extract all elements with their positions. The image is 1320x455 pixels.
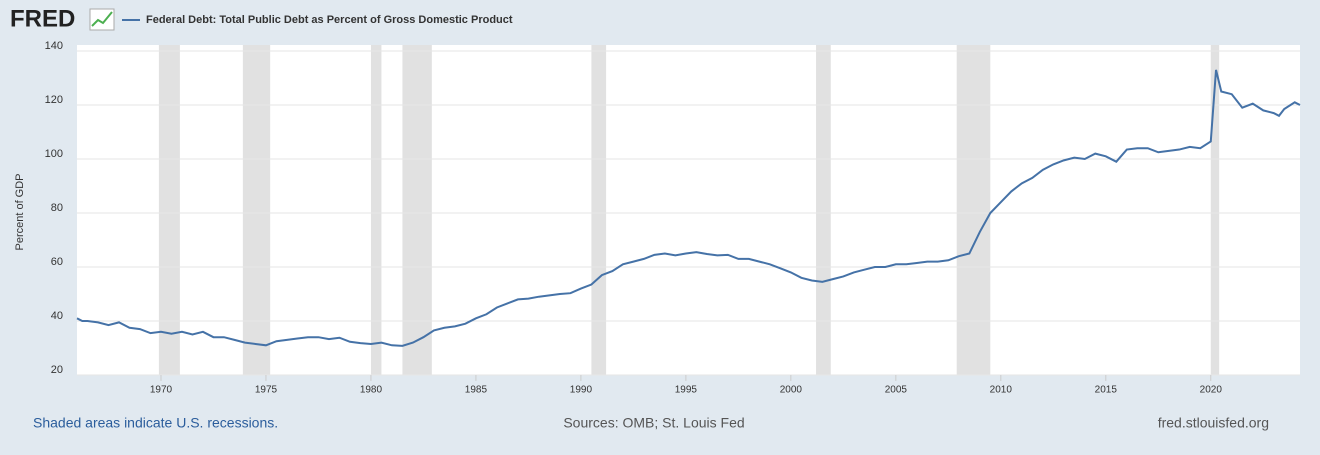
x-tick-label: 1980 bbox=[360, 385, 383, 396]
recession-band bbox=[242, 45, 271, 375]
plot-area bbox=[77, 45, 1300, 375]
x-tick-label: 2000 bbox=[780, 385, 803, 396]
legend-label: Federal Debt: Total Public Debt as Perce… bbox=[146, 14, 513, 26]
logo: FRED bbox=[10, 5, 75, 32]
logo-icon bbox=[89, 8, 115, 31]
recession-note[interactable]: Shaded areas indicate U.S. recessions. bbox=[33, 415, 278, 431]
recession-band bbox=[370, 45, 382, 375]
x-tick-label: 2015 bbox=[1095, 385, 1118, 396]
x-tick-label: 1995 bbox=[675, 385, 698, 396]
recession-band bbox=[1210, 45, 1220, 375]
sources: Sources: OMB; St. Louis Fed bbox=[563, 415, 744, 431]
y-tick-label: 40 bbox=[51, 310, 63, 322]
y-tick-label: 120 bbox=[45, 94, 63, 106]
x-tick-label: 1985 bbox=[465, 385, 488, 396]
y-tick-label: 80 bbox=[51, 202, 63, 214]
recession-band bbox=[402, 45, 432, 375]
x-tick-label: 2010 bbox=[990, 385, 1013, 396]
recession-band bbox=[816, 45, 831, 375]
y-tick-label: 140 bbox=[45, 40, 63, 52]
x-tick-label: 1990 bbox=[570, 385, 593, 396]
y-tick-label: 100 bbox=[45, 148, 63, 160]
x-tick-label: 2005 bbox=[885, 385, 908, 396]
recession-band bbox=[158, 45, 180, 375]
recession-band bbox=[591, 45, 607, 375]
x-tick-label: 1975 bbox=[255, 385, 278, 396]
series-line bbox=[76, 69, 1301, 347]
y-axis-label: Percent of GDP bbox=[14, 173, 26, 250]
x-tick-label: 2020 bbox=[1200, 385, 1223, 396]
recession-band bbox=[956, 45, 991, 375]
x-tick-label: 1970 bbox=[150, 385, 173, 396]
y-tick-label: 20 bbox=[51, 364, 63, 376]
y-tick-label: 60 bbox=[51, 256, 63, 268]
site: fred.stlouisfed.org bbox=[1158, 415, 1269, 431]
